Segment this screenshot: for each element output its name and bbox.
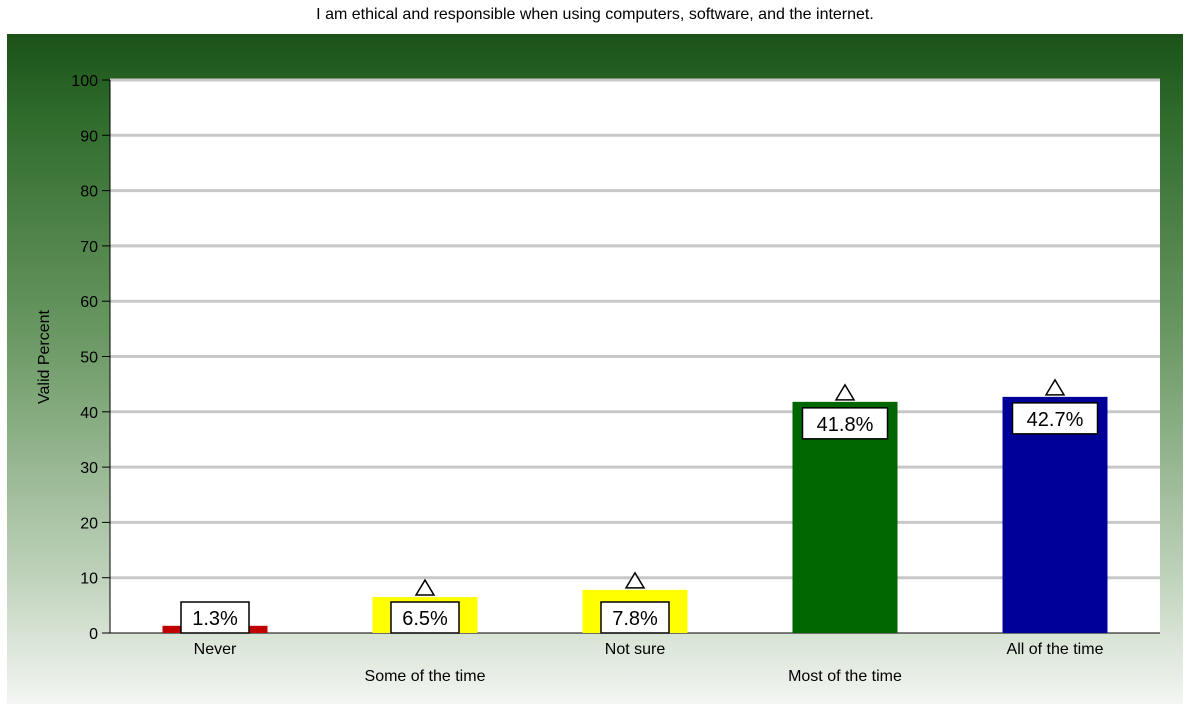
- y-tick-label: 100: [71, 73, 98, 90]
- category-label: Not sure: [605, 641, 666, 658]
- data-label: 7.8%: [612, 608, 658, 630]
- category-label: All of the time: [1007, 641, 1104, 658]
- grid-lines: [110, 78, 1160, 580]
- category-labels: Never Some of the time Not sure Most of the…: [194, 641, 1104, 685]
- data-label-box: [600, 601, 670, 634]
- y-tick-label: 0: [89, 626, 98, 643]
- y-axis-ticks: 0 10 20 30 40 50 60 70 80 90 100: [71, 73, 1160, 643]
- category-label: Some of the time: [365, 668, 486, 685]
- y-axis-title: Valid Percent: [36, 309, 53, 404]
- y-tick-label: 60: [80, 294, 98, 311]
- data-label: 41.8%: [817, 414, 874, 436]
- data-label-box: [801, 407, 889, 440]
- data-label-box: [1011, 402, 1099, 435]
- data-label: 6.5%: [402, 608, 448, 630]
- y-tick-label: 80: [80, 184, 98, 201]
- marker-triangle-icon: [1044, 378, 1066, 396]
- y-tick-label: 90: [80, 128, 98, 145]
- data-label-box: [390, 601, 460, 634]
- data-label: 1.3%: [192, 608, 238, 630]
- y-tick-label: 70: [80, 239, 98, 256]
- data-label: 42.7%: [1027, 409, 1084, 431]
- category-label: Most of the time: [788, 668, 902, 685]
- marker-triangle-icon: [624, 571, 646, 589]
- marker-triangle-icon: [834, 383, 856, 401]
- y-tick-label: 20: [80, 515, 98, 532]
- y-tick-label: 10: [80, 571, 98, 588]
- bars: [162, 396, 1108, 633]
- bar: [1002, 396, 1108, 633]
- y-tick-label: 50: [80, 350, 98, 367]
- data-label-box: [180, 601, 250, 634]
- category-label: Never: [194, 641, 237, 658]
- y-tick-label: 30: [80, 460, 98, 477]
- y-tick-label: 40: [80, 405, 98, 422]
- marker-triangle-icon: [414, 578, 436, 596]
- bar: [792, 401, 898, 633]
- data-labels: 1.3% 6.5% 7.8% 41.8% 42.7%: [180, 402, 1099, 634]
- chart-title: I am ethical and responsible when using …: [316, 6, 874, 23]
